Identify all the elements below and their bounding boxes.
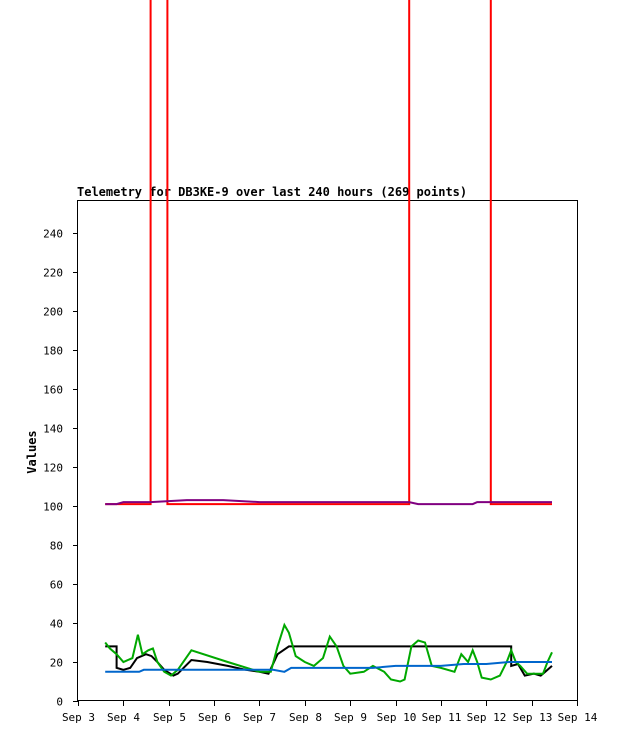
y-tick-label: 20 [50, 657, 63, 670]
y-tick-label: 80 [50, 540, 63, 553]
series-line-purple [105, 499, 552, 506]
x-tick-label: Sep 14 [558, 711, 598, 724]
y-tick-label: 140 [43, 423, 63, 436]
x-tick-label: Sep 9 [334, 711, 367, 724]
y-tick-label: 40 [50, 618, 63, 631]
y-axis-title: Values [25, 430, 39, 473]
y-tick-label: 240 [43, 228, 63, 241]
plot-area-frame [77, 200, 578, 701]
x-tick-label: Sep 12 [467, 711, 507, 724]
y-axis: 0 20 40 60 80 100 120 140 160 180 200 220 240 [43, 228, 78, 709]
x-tick-label: Sep 6 [198, 711, 231, 724]
x-tick-label: Sep 5 [153, 711, 186, 724]
y-tick-label: 200 [43, 306, 63, 319]
x-tick-label: Sep 10 [377, 711, 417, 724]
series-line-green [104, 622, 553, 683]
y-tick-label: 0 [56, 696, 63, 709]
y-tick-label: 220 [43, 267, 63, 280]
series-line-red [105, 0, 552, 506]
series-line-black [105, 645, 553, 677]
chart-title: Telemetry for DB3KE-9 over last 240 hour… [77, 185, 467, 199]
y-tick-label: 100 [43, 501, 63, 514]
series-line-blue [105, 661, 552, 673]
y-tick-label: 180 [43, 345, 63, 358]
x-tick-label: Sep 4 [107, 711, 140, 724]
x-tick-label: Sep 8 [289, 711, 322, 724]
y-tick-label: 120 [43, 462, 63, 475]
y-tick-label: 160 [43, 384, 63, 397]
x-axis: Sep 3 Sep 4 Sep 5 Sep 6 Sep 7 Sep 8 Sep 9 Sep 1… [62, 701, 598, 724]
x-tick-label: Sep 3 [62, 711, 95, 724]
x-tick-label: Sep 7 [243, 711, 276, 724]
x-tick-label: Sep 11 [422, 711, 462, 724]
series-layer [104, 0, 553, 683]
y-tick-label: 60 [50, 579, 63, 592]
x-tick-label: Sep 13 [513, 711, 553, 724]
